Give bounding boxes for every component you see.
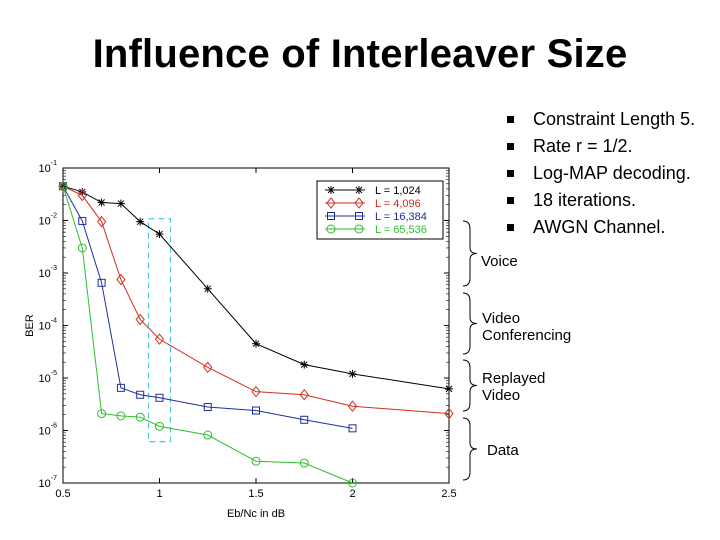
circle-marker bbox=[116, 411, 126, 421]
bullet-item: Constraint Length 5. bbox=[503, 106, 695, 133]
diamond-marker bbox=[96, 215, 107, 228]
square-marker bbox=[116, 383, 125, 392]
star-marker bbox=[252, 339, 260, 348]
slide-title: Influence of Interleaver Size bbox=[92, 32, 628, 76]
square-marker bbox=[355, 212, 363, 220]
star-marker bbox=[445, 384, 453, 393]
circle-marker bbox=[251, 456, 261, 466]
diamond-marker bbox=[299, 388, 309, 401]
star-marker bbox=[78, 187, 87, 196]
series-line bbox=[62, 185, 450, 415]
star-marker bbox=[327, 186, 335, 194]
series-line bbox=[62, 186, 353, 484]
star-marker bbox=[97, 198, 106, 207]
star-marker bbox=[300, 360, 309, 369]
x-tick-label: 2 bbox=[349, 488, 355, 500]
circle-marker bbox=[155, 421, 164, 431]
square-marker bbox=[348, 424, 357, 433]
annotation-video-conferencing: Video Conferencing bbox=[482, 310, 572, 344]
x-tick-label: 1.5 bbox=[248, 488, 263, 500]
circle-marker bbox=[299, 458, 309, 468]
annotation-voice: Voice bbox=[481, 253, 518, 270]
bullet-square-icon bbox=[507, 224, 514, 231]
y-tick-label: 10-3 bbox=[39, 265, 58, 280]
y-tick-label: 10-4 bbox=[39, 318, 58, 333]
bullet-item: 18 iterations. bbox=[503, 187, 695, 214]
ber-chart: 10-1 10-2 10-3 10-4 10-5 10-6 10-70.5 1 1.5 2 2.5 E… bbox=[24, 160, 478, 520]
square-marker bbox=[300, 415, 309, 424]
square-marker bbox=[203, 403, 212, 412]
diamond-marker bbox=[444, 407, 454, 420]
circle-marker bbox=[135, 412, 145, 422]
circle-marker bbox=[203, 430, 213, 440]
legend-label: L = 16,384 bbox=[375, 211, 427, 223]
annotation-braces bbox=[462, 220, 478, 481]
x-tick-label: 1 bbox=[156, 488, 162, 500]
diamond-marker bbox=[58, 180, 68, 193]
series-diamond bbox=[58, 180, 454, 420]
highlight-box bbox=[147, 218, 172, 443]
star-marker bbox=[348, 369, 357, 378]
x-tick-label: 2.5 bbox=[441, 488, 456, 500]
series-circle bbox=[58, 181, 357, 488]
annotation-data: Data bbox=[487, 442, 519, 459]
square-marker bbox=[97, 278, 106, 287]
y-tick-label: 10-6 bbox=[39, 423, 58, 438]
circle-marker bbox=[77, 243, 87, 253]
diamond-marker bbox=[77, 189, 87, 202]
diamond-marker bbox=[135, 313, 145, 326]
brace-voice bbox=[462, 220, 478, 287]
bullet-square-icon bbox=[507, 143, 514, 150]
bullet-square-icon bbox=[507, 197, 514, 204]
y-axis-label: BER bbox=[24, 314, 36, 337]
circle-marker bbox=[354, 224, 364, 234]
diamond-marker bbox=[116, 273, 126, 286]
star-marker bbox=[116, 199, 125, 208]
brace-data bbox=[462, 417, 478, 481]
bullet-list: Constraint Length 5. Rate r = 1/2. Log-M… bbox=[503, 106, 695, 241]
star-marker bbox=[136, 217, 145, 226]
square-marker bbox=[327, 212, 335, 220]
bullet-item: AWGN Channel. bbox=[503, 214, 695, 241]
bullet-square-icon bbox=[507, 170, 514, 177]
circle-marker bbox=[58, 181, 68, 191]
square-marker bbox=[155, 393, 164, 402]
diamond-marker bbox=[251, 385, 261, 398]
diamond-marker bbox=[347, 400, 358, 413]
annotation-replayed-video: Replayed Video bbox=[482, 370, 546, 404]
diamond-marker bbox=[326, 197, 336, 209]
brace-video-conferencing bbox=[462, 292, 478, 355]
legend-label: L = 1,024 bbox=[375, 185, 421, 197]
circle-marker bbox=[97, 409, 107, 419]
x-axis-label: Eb/Nc in dB bbox=[227, 508, 285, 520]
bullet-item: Log-MAP decoding. bbox=[503, 160, 695, 187]
circle-marker bbox=[348, 478, 357, 488]
y-tick-label: 10-5 bbox=[39, 370, 58, 385]
square-marker bbox=[136, 390, 145, 399]
x-tick-label: 0.5 bbox=[55, 488, 70, 500]
diamond-marker bbox=[354, 197, 364, 209]
y-tick-label: 10-1 bbox=[39, 160, 58, 175]
chart-series bbox=[58, 180, 454, 488]
circle-marker bbox=[326, 224, 336, 234]
series-line bbox=[62, 185, 353, 429]
y-tick-label: 10-7 bbox=[39, 475, 58, 490]
square-marker bbox=[78, 216, 87, 225]
square-marker bbox=[252, 406, 260, 415]
star-marker bbox=[355, 186, 363, 194]
bullet-square-icon bbox=[507, 116, 514, 123]
bullet-item: Rate r = 1/2. bbox=[503, 133, 695, 160]
diamond-marker bbox=[154, 333, 165, 345]
diamond-marker bbox=[203, 361, 213, 374]
y-tick-label: 10-2 bbox=[39, 213, 58, 228]
legend-label: L = 65,536 bbox=[375, 224, 427, 236]
brace-replayed-video bbox=[462, 359, 478, 412]
star-marker bbox=[155, 230, 164, 239]
star-marker bbox=[203, 284, 212, 293]
legend-label: L = 4,096 bbox=[375, 198, 421, 210]
